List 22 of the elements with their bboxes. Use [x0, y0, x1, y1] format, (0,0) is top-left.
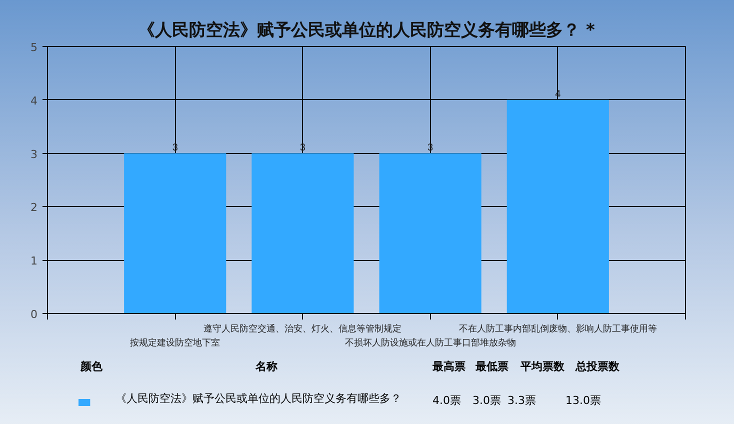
chart-title: 《人民防空法》赋予公民或单位的人民防空义务有哪些多？ *: [138, 20, 596, 40]
text: 名称: [254, 360, 278, 373]
x-tick-label: 不损坏人防设施或在人防工事口部堆放杂物: [344, 338, 516, 348]
text: 最低票: [474, 360, 508, 373]
y-tick-label: 3: [30, 148, 38, 161]
x-tick-label: 按规定建设防空地下室: [130, 338, 220, 348]
text: 4.0票: [432, 394, 461, 407]
y-tick-label: 0: [30, 308, 38, 321]
y-tick-label: 2: [30, 201, 38, 214]
text: 平均票数: [520, 360, 566, 373]
legend-label: 《人民防空法》赋予公民或单位的人民防空义务有哪些多？: [116, 392, 402, 405]
text: 3.3票: [508, 394, 536, 407]
y-tick-label: 1: [30, 254, 38, 268]
y-tick-label: 4: [30, 94, 38, 108]
text: 3.0票: [472, 394, 501, 407]
text: 颜色: [80, 360, 104, 373]
x-tick-label: 不在人防工事内部乱倒废物、影响人防工事使用等: [458, 324, 657, 334]
text: 13.0票: [566, 394, 601, 407]
text: 总投票数: [574, 360, 620, 373]
x-tick-label: 遵守人民防空交通、治安、灯火、信息等管制规定: [204, 324, 402, 334]
text: 最高票: [432, 360, 466, 373]
y-tick-label: 5: [30, 41, 38, 54]
